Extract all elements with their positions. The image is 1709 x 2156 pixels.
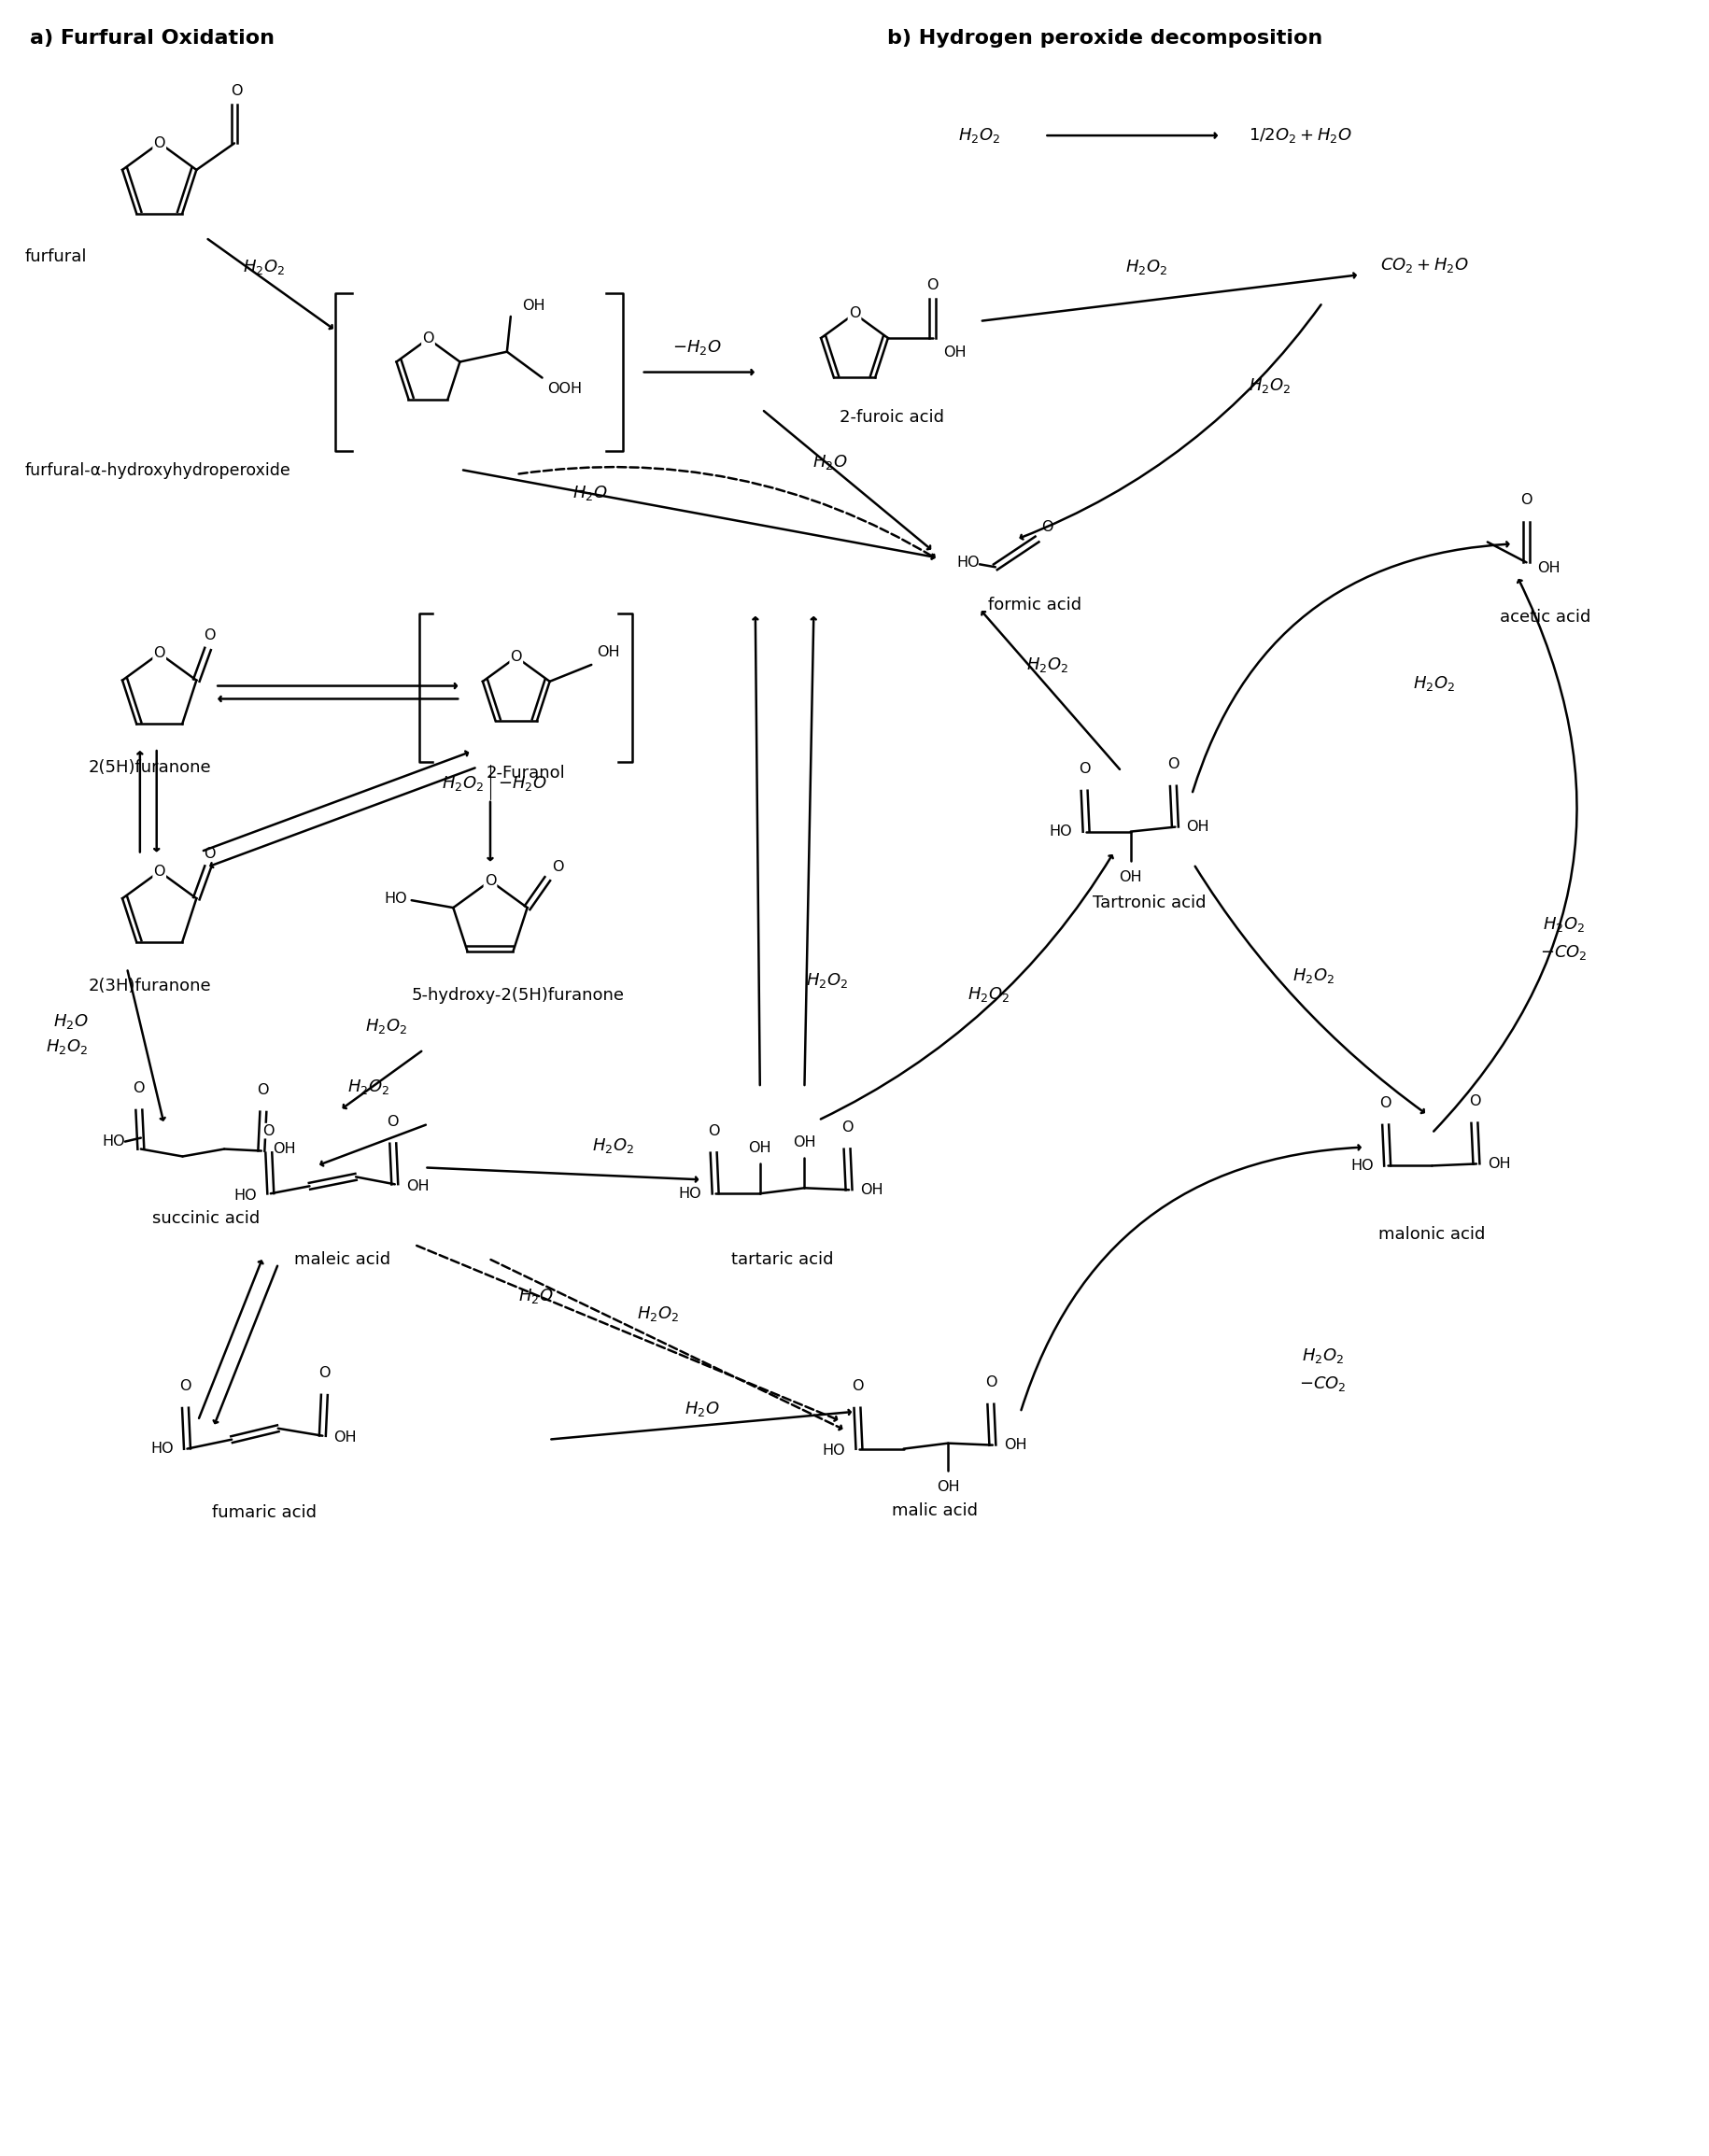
Text: HO: HO — [1049, 824, 1072, 839]
Text: $H_2O_2$: $H_2O_2$ — [1248, 377, 1290, 395]
Text: furfural: furfural — [26, 248, 87, 265]
Text: $H_2O_2$: $H_2O_2$ — [366, 1018, 407, 1035]
Text: O: O — [1519, 494, 1531, 507]
Text: O: O — [1078, 761, 1090, 776]
Text: $H_2O_2$: $H_2O_2$ — [1125, 259, 1167, 276]
Text: O: O — [386, 1115, 398, 1128]
Text: 2(3H)furanone: 2(3H)furanone — [89, 977, 212, 994]
Text: $H_2O_2$: $H_2O_2$ — [46, 1037, 87, 1056]
Text: O: O — [552, 860, 564, 873]
Text: HO: HO — [150, 1442, 173, 1455]
Text: 2(5H)furanone: 2(5H)furanone — [89, 759, 212, 776]
Text: $H_2O$: $H_2O$ — [53, 1013, 87, 1031]
Text: O: O — [133, 1080, 145, 1095]
Text: OH: OH — [1186, 819, 1208, 834]
Text: HO: HO — [822, 1445, 844, 1457]
Text: $H_2O_2$: $H_2O_2$ — [636, 1304, 678, 1324]
Text: $-CO_2$: $-CO_2$ — [1299, 1376, 1345, 1393]
Text: $H_2O_2$: $H_2O_2$ — [441, 774, 484, 793]
Text: Tartronic acid: Tartronic acid — [1092, 895, 1205, 912]
Text: malic acid: malic acid — [892, 1503, 978, 1520]
Text: a) Furfural Oxidation: a) Furfural Oxidation — [29, 28, 273, 47]
Text: HO: HO — [1350, 1158, 1372, 1173]
Text: OH: OH — [1003, 1438, 1025, 1453]
Text: $H_2O$: $H_2O$ — [573, 483, 607, 502]
Text: O: O — [509, 651, 521, 664]
Text: O: O — [1468, 1093, 1480, 1108]
Text: $H_2O_2$: $H_2O_2$ — [1542, 914, 1584, 934]
Text: $-CO_2$: $-CO_2$ — [1540, 942, 1586, 962]
Text: $CO_2 + H_2O$: $CO_2 + H_2O$ — [1379, 257, 1468, 274]
Text: $-H_2O$: $-H_2O$ — [497, 774, 547, 793]
Text: b) Hydrogen peroxide decomposition: b) Hydrogen peroxide decomposition — [887, 28, 1321, 47]
Text: OH: OH — [937, 1481, 959, 1494]
Text: HO: HO — [103, 1134, 125, 1149]
Text: maleic acid: maleic acid — [294, 1250, 390, 1268]
Text: OH: OH — [333, 1432, 357, 1445]
Text: OH: OH — [596, 645, 620, 660]
Text: OH: OH — [860, 1184, 882, 1197]
Text: OH: OH — [749, 1141, 771, 1156]
Text: $H_2O_2$: $H_2O_2$ — [959, 127, 1000, 144]
Text: $H_2O_2$: $H_2O_2$ — [347, 1078, 388, 1095]
Text: malonic acid: malonic acid — [1377, 1227, 1485, 1242]
Text: $H_2O_2$: $H_2O_2$ — [1292, 966, 1333, 985]
Text: O: O — [848, 306, 860, 321]
Text: $H_2O_2$: $H_2O_2$ — [1025, 655, 1068, 675]
Text: O: O — [422, 332, 434, 345]
Text: tartaric acid: tartaric acid — [731, 1250, 832, 1268]
Text: 2-Furanol: 2-Furanol — [485, 765, 564, 783]
Text: OH: OH — [405, 1179, 429, 1192]
Text: O: O — [984, 1376, 996, 1388]
Text: O: O — [258, 1082, 268, 1097]
Text: formic acid: formic acid — [988, 597, 1082, 614]
Text: OH: OH — [1536, 561, 1560, 576]
Text: O: O — [263, 1123, 275, 1138]
Text: OH: OH — [1119, 871, 1142, 884]
Text: O: O — [708, 1123, 719, 1138]
Text: O: O — [203, 847, 215, 860]
Text: OH: OH — [521, 300, 545, 313]
Text: $H_2O$: $H_2O$ — [684, 1399, 719, 1419]
Text: $-H_2O$: $-H_2O$ — [672, 338, 721, 356]
Text: fumaric acid: fumaric acid — [212, 1505, 316, 1522]
Text: O: O — [154, 865, 166, 877]
Text: O: O — [1167, 757, 1179, 772]
Text: $H_2O$: $H_2O$ — [518, 1287, 554, 1304]
Text: OOH: OOH — [547, 382, 583, 395]
Text: acetic acid: acetic acid — [1499, 608, 1589, 625]
Text: $H_2O_2$: $H_2O_2$ — [593, 1136, 634, 1156]
Text: OH: OH — [1487, 1158, 1509, 1171]
Text: 5-hydroxy-2(5H)furanone: 5-hydroxy-2(5H)furanone — [412, 987, 624, 1003]
Text: O: O — [1379, 1095, 1391, 1110]
Text: succinic acid: succinic acid — [152, 1210, 260, 1227]
Text: HO: HO — [385, 890, 407, 906]
Text: $1/2O_2 + H_2O$: $1/2O_2 + H_2O$ — [1248, 127, 1352, 144]
Text: HO: HO — [955, 556, 979, 569]
Text: $H_2O$: $H_2O$ — [812, 453, 848, 472]
Text: O: O — [179, 1380, 191, 1393]
Text: OH: OH — [272, 1143, 296, 1156]
Text: OH: OH — [793, 1134, 815, 1149]
Text: 2-furoic acid: 2-furoic acid — [839, 410, 943, 427]
Text: O: O — [203, 627, 215, 642]
Text: OH: OH — [943, 345, 966, 360]
Text: $H_2O_2$: $H_2O_2$ — [1412, 673, 1454, 692]
Text: O: O — [926, 278, 938, 293]
Text: O: O — [1041, 520, 1053, 535]
Text: O: O — [154, 647, 166, 660]
Text: HO: HO — [678, 1186, 701, 1201]
Text: $H_2O_2$: $H_2O_2$ — [967, 985, 1010, 1003]
Text: $H_2O_2$: $H_2O_2$ — [1301, 1348, 1343, 1365]
Text: O: O — [484, 873, 496, 888]
Text: $H_2O_2$: $H_2O_2$ — [805, 970, 848, 990]
Text: O: O — [851, 1380, 863, 1393]
Text: furfural-α-hydroxyhydroperoxide: furfural-α-hydroxyhydroperoxide — [26, 461, 291, 479]
Text: O: O — [154, 136, 166, 151]
Text: O: O — [841, 1121, 853, 1134]
Text: $H_2O_2$: $H_2O_2$ — [243, 259, 285, 276]
Text: O: O — [231, 84, 243, 97]
Text: HO: HO — [234, 1188, 256, 1203]
Text: O: O — [318, 1367, 330, 1380]
